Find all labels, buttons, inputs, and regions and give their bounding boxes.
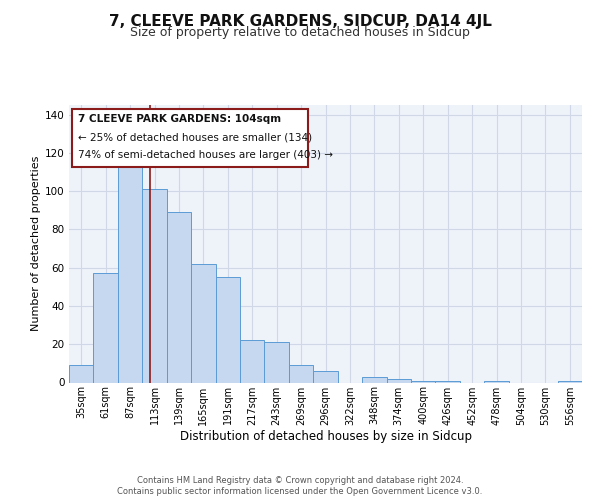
Bar — [94, 274, 118, 382]
FancyBboxPatch shape — [71, 109, 308, 168]
Bar — [240, 340, 265, 382]
Bar — [484, 380, 509, 382]
Bar — [69, 366, 94, 382]
Bar — [436, 380, 460, 382]
Bar — [557, 380, 582, 382]
Bar — [265, 342, 289, 382]
Bar — [386, 378, 411, 382]
Text: Size of property relative to detached houses in Sidcup: Size of property relative to detached ho… — [130, 26, 470, 39]
Bar — [362, 377, 386, 382]
Bar — [167, 212, 191, 382]
Bar — [142, 189, 167, 382]
Text: 74% of semi-detached houses are larger (403) →: 74% of semi-detached houses are larger (… — [78, 150, 333, 160]
Text: 7 CLEEVE PARK GARDENS: 104sqm: 7 CLEEVE PARK GARDENS: 104sqm — [78, 114, 281, 124]
Bar — [411, 380, 436, 382]
Bar — [289, 366, 313, 382]
Bar — [313, 371, 338, 382]
Y-axis label: Number of detached properties: Number of detached properties — [31, 156, 41, 332]
Text: ← 25% of detached houses are smaller (134): ← 25% of detached houses are smaller (13… — [78, 132, 312, 142]
Bar — [191, 264, 215, 382]
X-axis label: Distribution of detached houses by size in Sidcup: Distribution of detached houses by size … — [179, 430, 472, 443]
Text: Contains HM Land Registry data © Crown copyright and database right 2024.: Contains HM Land Registry data © Crown c… — [137, 476, 463, 485]
Bar — [215, 277, 240, 382]
Text: Contains public sector information licensed under the Open Government Licence v3: Contains public sector information licen… — [118, 487, 482, 496]
Text: 7, CLEEVE PARK GARDENS, SIDCUP, DA14 4JL: 7, CLEEVE PARK GARDENS, SIDCUP, DA14 4JL — [109, 14, 491, 29]
Bar — [118, 166, 142, 382]
